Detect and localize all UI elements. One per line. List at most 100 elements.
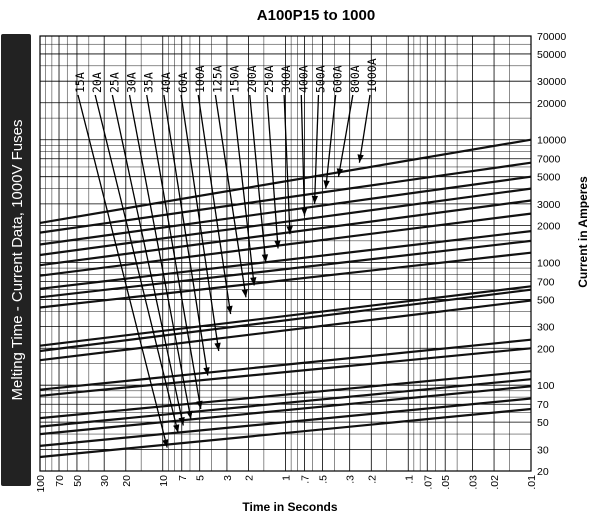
series-label-30a: 30A xyxy=(125,72,139,93)
arrowhead-500a xyxy=(311,195,319,204)
arrow-35a xyxy=(146,94,202,410)
series-label-25a: 25A xyxy=(107,72,121,93)
series-line-400a xyxy=(39,212,532,277)
x-tick-label: 5 xyxy=(195,475,207,481)
x-tick-label: 3 xyxy=(222,475,234,481)
series-line-35a xyxy=(39,370,532,420)
series-line-1000a xyxy=(39,161,532,234)
y-tick-label: 700 xyxy=(537,276,555,288)
y-tick-label: 30000 xyxy=(537,76,566,88)
arrowhead-200a xyxy=(261,254,269,263)
arrow-20a xyxy=(94,94,179,433)
y-tick-label: 10000 xyxy=(537,135,566,147)
series-label-800a: 800A xyxy=(348,65,362,93)
arrow-400a xyxy=(300,94,306,216)
series-label-300a: 300A xyxy=(279,65,293,93)
x-tick-label: 2 xyxy=(244,475,256,481)
series-line-60a xyxy=(39,338,532,391)
arrow-40a xyxy=(163,94,209,376)
y-tick-label: 300 xyxy=(537,322,555,334)
series-label-200a: 200A xyxy=(245,65,259,93)
arrow-125a xyxy=(214,94,247,298)
arrow-600a xyxy=(325,94,337,189)
y-tick-label: 100 xyxy=(537,380,555,392)
arrow-200a xyxy=(249,94,267,263)
arrow-1000a xyxy=(358,94,371,163)
x-tick-label: 70 xyxy=(54,475,66,487)
x-tick-label: .5 xyxy=(317,475,329,484)
y-axis-label: Current in Amperes xyxy=(576,176,589,288)
series-label-250a: 250A xyxy=(262,65,276,93)
series-label-600a: 600A xyxy=(331,65,345,93)
y-tick-label: 2000 xyxy=(537,221,561,233)
x-tick-label: .02 xyxy=(489,475,501,490)
y-tick-labels: 20 30 50 70 100 200 300 500 700 1000 2000 3000 5000 7… xyxy=(537,31,566,478)
series-line-300a xyxy=(39,230,532,290)
arrow-15a xyxy=(77,94,168,448)
x-tick-label: 1 xyxy=(281,475,293,481)
series-label-15a: 15A xyxy=(73,72,87,93)
series-label-35a: 35A xyxy=(142,72,156,93)
x-tick-labels: 100 70 50 30 20 10 7 5 3 2 1 .7 .5 .3 .2 .1 .07 .05 .03 .02… xyxy=(35,475,538,493)
y-tick-label: 5000 xyxy=(537,172,561,184)
arrow-25a xyxy=(111,94,184,426)
series-line-150a xyxy=(39,285,532,347)
arrowhead-600a xyxy=(323,180,330,189)
y-tick-label: 30 xyxy=(537,444,549,456)
x-tick-label: .07 xyxy=(422,475,434,490)
arrowhead-400a xyxy=(301,207,308,216)
series-label-20a: 20A xyxy=(90,72,104,93)
series-label-100a: 100A xyxy=(193,65,207,93)
series-line-20a xyxy=(39,397,532,447)
arrowhead-100a xyxy=(226,305,233,315)
series-line-600a xyxy=(39,187,532,257)
series-line-top-18 xyxy=(39,138,532,224)
arrowhead-150a xyxy=(250,277,257,286)
series-line-100a xyxy=(39,299,532,362)
y-tick-label: 200 xyxy=(537,343,555,355)
x-tick-label: .01 xyxy=(526,475,538,490)
series-line-125a xyxy=(39,288,532,353)
arrow-500a xyxy=(313,94,320,204)
arrowhead-40a xyxy=(203,367,210,376)
arrowhead-250a xyxy=(274,240,281,249)
arrowhead-35a xyxy=(196,400,203,409)
arrow-100a xyxy=(197,94,232,315)
series-line-25a xyxy=(39,385,532,436)
series-label-1000a: 1000A xyxy=(365,58,379,93)
series-label-40a: 40A xyxy=(159,72,173,93)
x-tick-label: .7 xyxy=(300,475,312,484)
series-line-40a xyxy=(39,347,532,397)
series-line-200a xyxy=(39,251,532,309)
arrow-300a xyxy=(283,94,291,235)
series-label-400a: 400A xyxy=(296,65,310,93)
series-line-500a xyxy=(39,199,532,267)
series-lines xyxy=(39,138,532,459)
arrowhead-800a xyxy=(336,168,344,177)
arrow-800a xyxy=(337,94,354,177)
y-tick-label: 7000 xyxy=(537,154,561,166)
x-tick-label: 50 xyxy=(72,475,84,487)
y-tick-label: 20 xyxy=(537,466,549,478)
y-tick-label: 500 xyxy=(537,294,555,306)
x-tick-label: 7 xyxy=(177,475,189,481)
side-label: Melting Time - Current Data, 1000V Fuses xyxy=(9,120,26,401)
arrow-30a xyxy=(128,94,192,420)
side-label-bar xyxy=(1,34,31,486)
arrowhead-15a xyxy=(162,439,169,448)
series-label-500a: 500A xyxy=(313,65,327,93)
arrow-150a xyxy=(231,94,255,286)
x-tick-label: .2 xyxy=(366,475,378,484)
y-tick-label: 3000 xyxy=(537,199,561,211)
series-line-800a xyxy=(39,175,532,246)
y-tick-label: 50000 xyxy=(537,49,566,61)
series-label-60a: 60A xyxy=(176,72,190,93)
y-tick-label: 70000 xyxy=(537,31,566,43)
y-tick-label: 50 xyxy=(537,417,549,429)
arrow-250a xyxy=(266,94,279,249)
arrowhead-1000a xyxy=(357,154,364,163)
arrow-60a xyxy=(180,94,220,352)
x-axis-label: Time in Seconds xyxy=(242,500,337,514)
x-tick-label: .3 xyxy=(345,475,357,484)
